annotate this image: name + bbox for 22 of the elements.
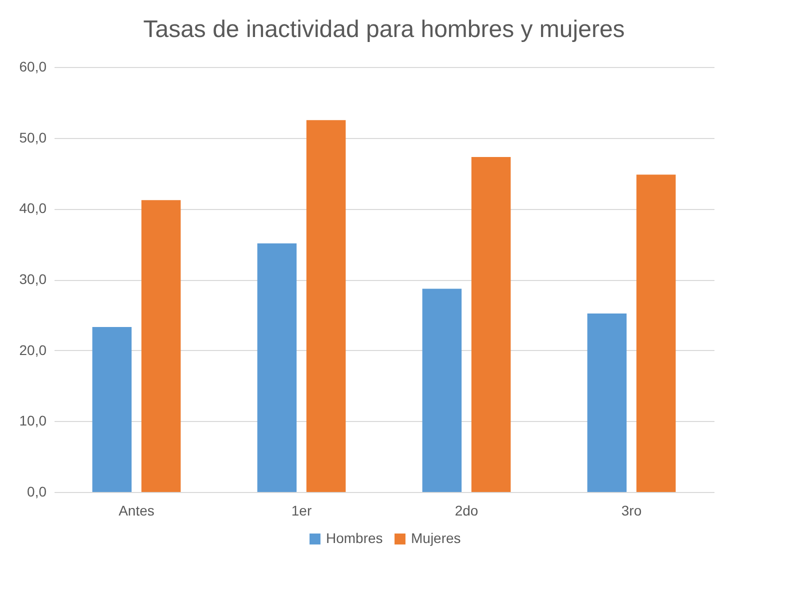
- bar: [306, 120, 346, 492]
- bar: [257, 243, 297, 492]
- x-tick-label: 3ro: [621, 502, 642, 518]
- y-tick-label: 30,0: [19, 271, 47, 287]
- legend-label: Mujeres: [411, 530, 461, 546]
- y-tick-label: 0,0: [27, 484, 47, 500]
- x-tick-label: 2do: [454, 502, 478, 518]
- y-tick-label: 20,0: [19, 342, 47, 358]
- y-tick-label: 40,0: [19, 200, 47, 216]
- bar: [636, 174, 676, 492]
- x-tick-label: Antes: [118, 502, 154, 518]
- bar: [587, 314, 627, 492]
- bar: [471, 156, 511, 492]
- bar: [92, 326, 132, 492]
- y-tick-label: 50,0: [19, 129, 47, 146]
- x-tick-label: 1er: [291, 502, 312, 518]
- chart-title: Tasas de inactividad para hombres y mujeres: [143, 16, 625, 43]
- y-tick-label: 10,0: [19, 412, 47, 429]
- legend-label: Hombres: [326, 530, 383, 546]
- y-tick-label: 60,0: [19, 58, 47, 74]
- bar: [422, 288, 462, 492]
- bar: [141, 200, 181, 492]
